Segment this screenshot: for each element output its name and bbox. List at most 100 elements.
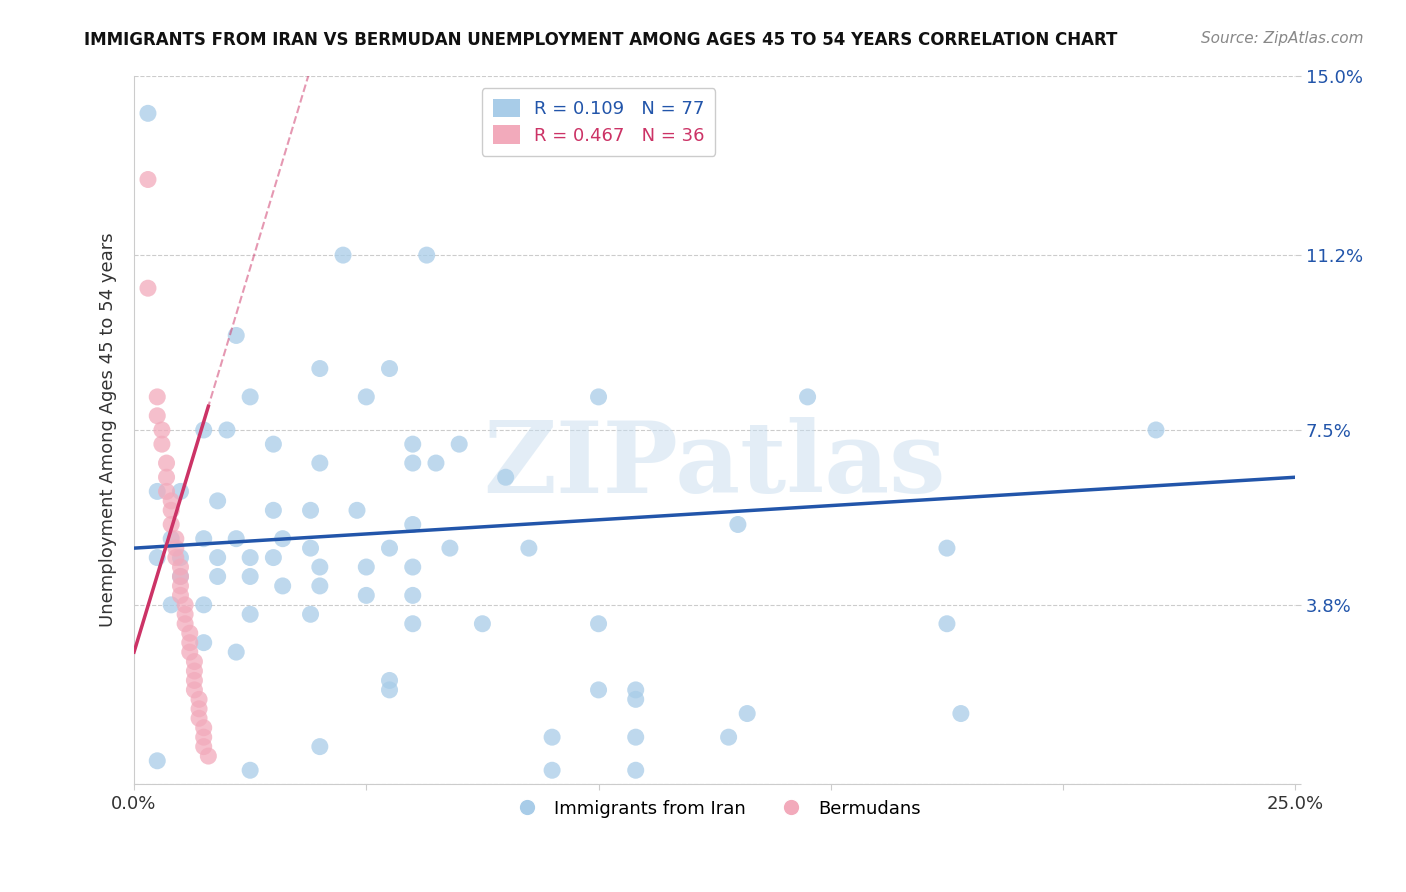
Point (155, 484, 177, 499)
Point (169, 569, 191, 583)
Point (239, 390, 262, 404)
Point (188, 711, 211, 725)
Point (378, 361, 401, 376)
Point (174, 598, 197, 612)
Point (402, 616, 425, 631)
Point (169, 588, 191, 602)
Point (160, 503, 183, 517)
Point (150, 437, 173, 451)
Point (624, 692, 647, 706)
Point (207, 494, 229, 508)
Point (402, 517, 425, 532)
Point (517, 541, 540, 555)
Point (541, 730, 564, 744)
Point (207, 550, 229, 565)
Point (541, 764, 564, 778)
Point (624, 730, 647, 744)
Point (169, 550, 191, 565)
Point (346, 503, 368, 517)
Point (239, 764, 262, 778)
Point (262, 503, 284, 517)
Point (146, 484, 169, 499)
Point (160, 532, 183, 546)
Point (356, 588, 378, 602)
Point (193, 532, 215, 546)
Point (402, 560, 425, 574)
Point (193, 598, 215, 612)
Point (949, 706, 972, 721)
Point (165, 532, 187, 546)
Point (183, 664, 205, 678)
Point (308, 579, 330, 593)
Point (378, 682, 401, 697)
Point (299, 541, 322, 555)
Point (271, 532, 294, 546)
Point (271, 579, 294, 593)
Point (136, 172, 159, 186)
Point (308, 739, 330, 754)
Point (188, 692, 211, 706)
Point (165, 550, 187, 565)
Point (727, 517, 749, 532)
Point (588, 682, 610, 697)
Point (136, 281, 159, 295)
Point (332, 248, 354, 262)
Point (146, 550, 169, 565)
Point (308, 456, 330, 470)
Point (160, 598, 183, 612)
Point (136, 106, 159, 120)
Point (936, 616, 959, 631)
Point (197, 749, 219, 764)
Point (262, 437, 284, 451)
Point (471, 616, 494, 631)
Point (402, 456, 425, 470)
Point (299, 607, 322, 622)
Point (402, 588, 425, 602)
Point (179, 635, 201, 649)
Legend: Immigrants from Iran, Bermudans: Immigrants from Iran, Bermudans (502, 793, 928, 825)
Point (624, 682, 647, 697)
Point (169, 560, 191, 574)
Point (155, 456, 177, 470)
Point (183, 682, 205, 697)
Point (588, 616, 610, 631)
Point (160, 494, 183, 508)
Point (207, 569, 229, 583)
Point (378, 673, 401, 688)
Point (179, 626, 201, 640)
Text: ZIPatlas: ZIPatlas (484, 417, 946, 514)
Point (402, 437, 425, 451)
Point (239, 569, 262, 583)
Point (225, 532, 247, 546)
Point (193, 721, 215, 735)
Y-axis label: Unemployment Among Ages 45 to 54 years: Unemployment Among Ages 45 to 54 years (100, 233, 117, 627)
Point (193, 739, 215, 754)
Point (796, 390, 818, 404)
Point (439, 541, 461, 555)
Point (1144, 423, 1167, 437)
Point (193, 730, 215, 744)
Point (193, 635, 215, 649)
Point (449, 437, 471, 451)
Point (174, 607, 197, 622)
Point (165, 541, 187, 555)
Point (262, 550, 284, 565)
Point (183, 655, 205, 669)
Point (169, 484, 191, 499)
Text: Source: ZipAtlas.com: Source: ZipAtlas.com (1201, 31, 1364, 46)
Point (735, 706, 758, 721)
Text: IMMIGRANTS FROM IRAN VS BERMUDAN UNEMPLOYMENT AMONG AGES 45 TO 54 YEARS CORRELAT: IMMIGRANTS FROM IRAN VS BERMUDAN UNEMPLO… (84, 31, 1118, 49)
Point (155, 470, 177, 484)
Point (169, 569, 191, 583)
Point (239, 607, 262, 622)
Point (146, 754, 169, 768)
Point (169, 579, 191, 593)
Point (378, 541, 401, 555)
Point (936, 541, 959, 555)
Point (308, 560, 330, 574)
Point (356, 560, 378, 574)
Point (717, 730, 740, 744)
Point (146, 390, 169, 404)
Point (225, 645, 247, 659)
Point (179, 645, 201, 659)
